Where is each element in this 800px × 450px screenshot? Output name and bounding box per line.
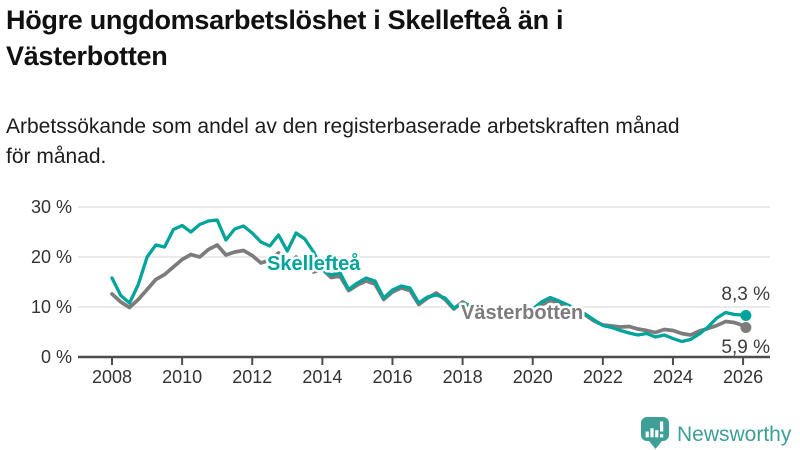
x-tick-label-2014: 2014 (302, 367, 342, 387)
newsworthy-wordmark: Newsworthy (677, 423, 792, 446)
y-tick-label-20: 20 % (31, 247, 72, 267)
vasterbotten-series-label: Västerbotten (461, 302, 583, 324)
x-tick-label-2020: 2020 (513, 367, 553, 387)
end-value-label-vasterbotten: 5,9 % (721, 337, 770, 358)
x-tick-label-2010: 2010 (162, 367, 202, 387)
x-tick-label-2016: 2016 (372, 367, 412, 387)
end-dot-skellefteå (740, 310, 752, 321)
y-tick-label-30: 30 % (31, 197, 72, 217)
x-tick-label-2024: 2024 (653, 367, 693, 387)
x-tick-label-2022: 2022 (583, 367, 623, 387)
newsworthy-logo-icon (641, 417, 669, 449)
x-tick-label-2026: 2026 (723, 367, 763, 387)
y-tick-label-0: 0 % (41, 347, 72, 367)
y-axis-labels: 0 % 10 % 20 % 30 % (31, 197, 72, 367)
series-end-dots (740, 310, 752, 333)
end-value-label-skelleftea: 8,3 % (721, 284, 770, 305)
x-tick-label-2018: 2018 (443, 367, 483, 387)
page-title: Högre ungdomsarbetslöshet i Skellefteå ä… (6, 5, 564, 71)
y-tick-label-10: 10 % (31, 297, 72, 317)
skelleftea-series-label: Skellefteå (267, 252, 361, 275)
end-dot-västerbotten (740, 322, 752, 333)
chart-subtitle: Arbetssökande som andel av den registerb… (6, 115, 680, 168)
x-tick-label-2008: 2008 (92, 367, 132, 387)
x-axis: 2008 2010 2012 2014 2016 2018 2020 2022 2024 2026 (78, 355, 770, 387)
x-tick-label-2012: 2012 (232, 367, 272, 387)
series-lines (110, 218, 748, 344)
line-skellefteå (110, 218, 748, 344)
